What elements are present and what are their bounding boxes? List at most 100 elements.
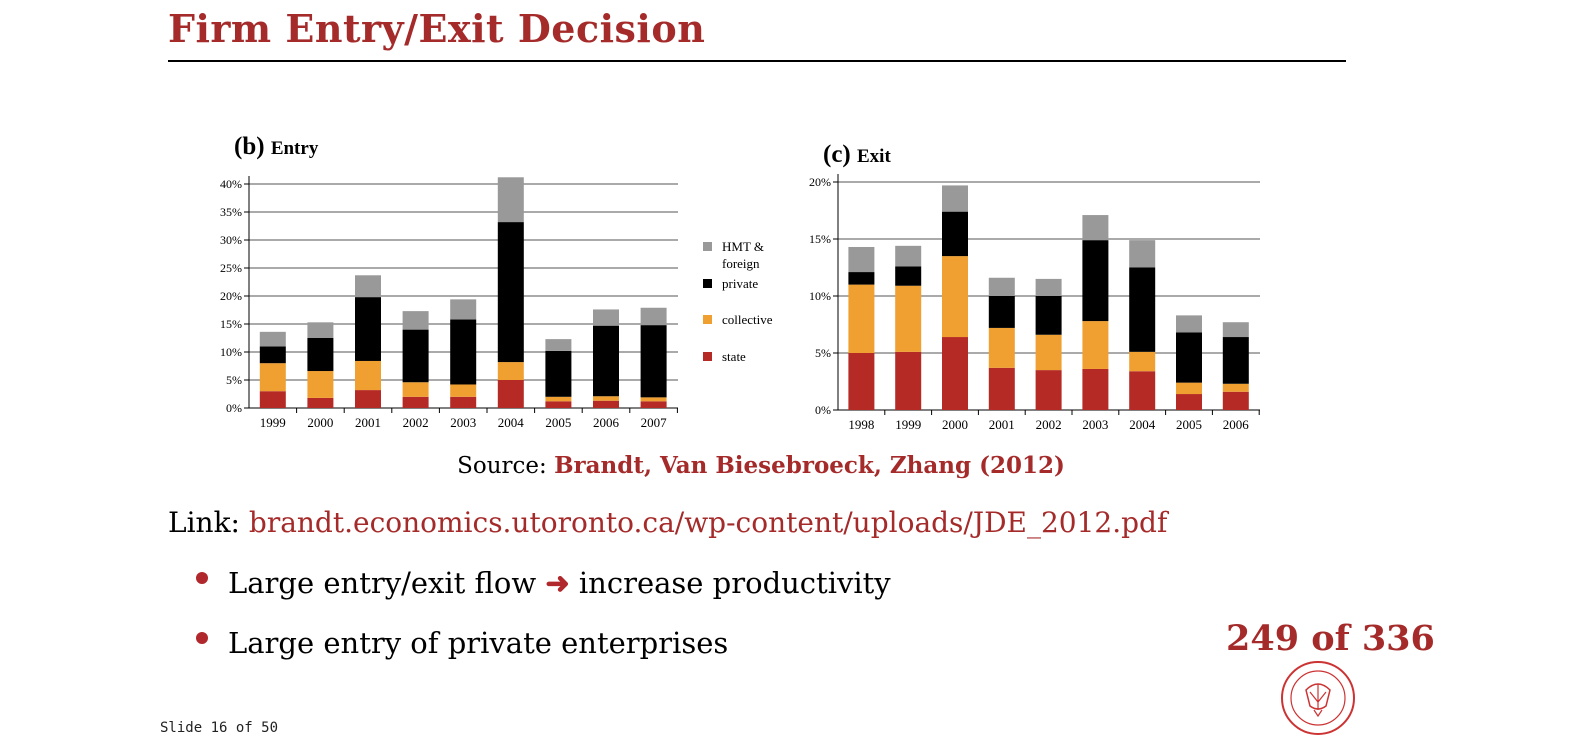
y-tick-label: 10% (220, 345, 242, 359)
bullet-text: Large entry of private enterprises (228, 626, 729, 660)
bar-segment-state (355, 390, 381, 408)
legend-label-hmt-line2: foreign (722, 256, 760, 271)
x-tick-label: 2003 (1082, 417, 1108, 432)
y-tick-label: 20% (220, 289, 242, 303)
bar-segment-private (497, 222, 524, 363)
y-tick-label: 0% (226, 401, 242, 415)
y-tick-label: 40% (220, 177, 242, 191)
bar-segment-state (942, 337, 968, 410)
x-tick-label: 2007 (641, 415, 668, 430)
bar-segment-private (1035, 296, 1062, 335)
bar-segment-state (402, 396, 429, 408)
legend-label-hmt-line1: HMT & (722, 239, 764, 254)
bar-segment-hmt-foreign (307, 322, 334, 338)
bar-segment-hmt-foreign (988, 277, 1015, 296)
source-prefix: Source: (457, 453, 547, 479)
slide-number: Slide 16 of 50 (160, 720, 279, 736)
x-tick-label: 2004 (498, 415, 525, 430)
panel-label: (b) (234, 133, 271, 160)
legend-label-state: state (722, 349, 746, 364)
y-tick-label: 15% (809, 232, 831, 246)
x-tick-label: 1999 (260, 415, 286, 430)
x-tick-label: 2005 (1176, 417, 1202, 432)
y-tick-label: 5% (226, 373, 242, 387)
x-tick-label: 2000 (307, 415, 333, 430)
charts-area: (b) Entry 0% 5% 10% 15% 20% 25% 30% 35% 40% 1999 20… (220, 133, 1260, 432)
legend-swatch-collective (703, 315, 712, 324)
bar-segment-collective (640, 397, 667, 402)
bar-segment-hmt-foreign (450, 299, 477, 320)
bar-segment-private (848, 272, 875, 285)
x-tick-label: 2006 (593, 415, 620, 430)
bar-segment-state (1082, 368, 1109, 410)
legend-swatch-hmt (703, 242, 712, 251)
chart-title: (b) Entry (234, 133, 319, 160)
bar-segment-state (1035, 370, 1062, 410)
bar-segment-state (848, 353, 875, 410)
bar-segment-collective (1035, 334, 1062, 371)
bar-segment-state (450, 396, 477, 408)
bar-segment-hmt-foreign (1082, 215, 1109, 241)
y-tick-label: 10% (809, 289, 831, 303)
x-tick-label: 2001 (355, 415, 381, 430)
bullet-icon (196, 632, 208, 644)
bar-segment-collective (450, 384, 477, 397)
bar-segment-private (1176, 332, 1202, 383)
y-tick-label: 20% (809, 175, 831, 189)
bar-segment-hmt-foreign (545, 339, 572, 351)
legend-swatch-private (703, 279, 712, 288)
paper-link[interactable]: brandt.economics.utoronto.ca/wp-content/… (248, 506, 1168, 539)
bar-segment-state (545, 401, 572, 408)
bar-segment-state (307, 397, 334, 408)
x-tick-label: 2005 (545, 415, 571, 430)
bar-segment-private (895, 266, 922, 286)
bar-segment-hmt-foreign (355, 275, 381, 298)
link-prefix: Link: (168, 506, 240, 539)
chart-legend: HMT & foreign private collective state (703, 239, 773, 364)
bar-segment-state (593, 400, 619, 408)
title-divider (168, 60, 1346, 62)
bar-segment-hmt-foreign (259, 331, 286, 347)
bar-segment-collective (1129, 351, 1156, 372)
bar-segment-hmt-foreign (942, 185, 968, 212)
legend-label-collective: collective (722, 312, 773, 327)
bar-segment-hmt-foreign (640, 307, 667, 326)
bar-segment-hmt-foreign (895, 245, 922, 267)
bar-segment-state (1176, 394, 1202, 410)
bar-segment-hmt-foreign (1222, 322, 1249, 338)
bar-segment-state (259, 391, 286, 408)
bar-segment-state (895, 351, 922, 410)
y-tick-label: 5% (815, 346, 831, 360)
bullet-icon (196, 572, 208, 584)
y-tick-label: 25% (220, 261, 242, 275)
y-tick-label: 0% (815, 403, 831, 417)
bar-segment-hmt-foreign (1176, 315, 1202, 333)
bar-segment-collective (545, 396, 572, 402)
page-counter: 249 of 336 (1226, 618, 1435, 659)
bar-segment-collective (355, 360, 381, 391)
bar-segment-private (402, 329, 429, 383)
bar-segment-state (988, 367, 1015, 410)
university-seal-icon (1281, 661, 1355, 735)
bar-segment-hmt-foreign (1129, 240, 1156, 268)
link-line: Link: brandt.economics.utoronto.ca/wp-co… (168, 506, 1167, 539)
source-line: Source: Brandt, Van Biesebroeck, Zhang (… (0, 452, 1522, 479)
bar-segment-private (1129, 267, 1156, 352)
legend-label-private: private (722, 276, 758, 291)
bar-segment-hmt-foreign (848, 246, 875, 273)
slide-title: Firm Entry/Exit Decision (168, 6, 706, 51)
chart-title: (c) Exit (823, 141, 891, 168)
x-tick-label: 1999 (895, 417, 921, 432)
bullet-item: Large entry/exit flow ➜ increase product… (196, 566, 891, 626)
right-arrow-icon: ➜ (545, 566, 570, 600)
bar-segment-hmt-foreign (402, 311, 429, 330)
x-tick-label: 2003 (450, 415, 476, 430)
bar-segment-collective (1176, 382, 1202, 395)
bar-segment-state (1129, 371, 1156, 410)
bar-segment-collective (1222, 383, 1249, 392)
bar-segment-collective (497, 362, 524, 380)
panel-label: (c) (823, 141, 857, 168)
bar-segment-private (593, 325, 619, 397)
exit-chart: (c) Exit 0% 5% 10% 15% 20% 1998 1999 2000 2001 200… (809, 141, 1260, 432)
bar-segment-private (1222, 337, 1249, 384)
